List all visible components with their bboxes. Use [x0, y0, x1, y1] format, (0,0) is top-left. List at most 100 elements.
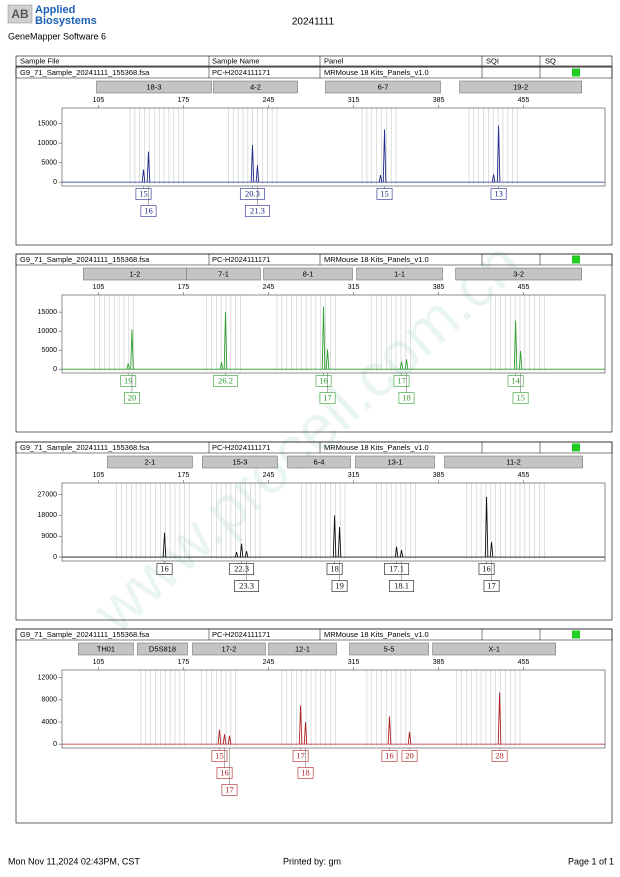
allele-box: [140, 205, 157, 217]
allele-box: [401, 750, 418, 762]
info-sample-name: PC-H2024111171: [212, 255, 270, 264]
peak: [489, 541, 494, 558]
marker: [355, 455, 435, 469]
marker-label: 6-7: [378, 82, 389, 91]
x-tick-label: 105: [93, 97, 105, 104]
marker-label: 7-1: [218, 269, 229, 278]
x-tick-label: 105: [93, 472, 105, 479]
allele-box: [491, 750, 508, 762]
y-tick-label: 0: [53, 741, 57, 748]
allele-box: [483, 580, 500, 592]
allele-box: [315, 375, 332, 387]
allele-label: 17: [296, 750, 305, 760]
x-tick-label: 385: [433, 97, 445, 104]
page-number: Page 1 of 1: [568, 856, 614, 866]
allele-label: 18: [402, 392, 411, 402]
x-tick-label: 385: [433, 472, 445, 479]
allele-box: [393, 375, 410, 387]
marker: [349, 642, 429, 656]
peak: [303, 721, 308, 745]
x-tick-label: 175: [178, 472, 190, 479]
allele-box: [507, 375, 524, 387]
marker-label: 6-4: [314, 457, 325, 466]
allele-box: [234, 580, 260, 592]
column-header: SQI: [486, 56, 499, 65]
peak: [227, 735, 232, 745]
peak: [255, 165, 260, 183]
panel: [15, 66, 613, 246]
marker-label: 1-1: [394, 269, 405, 278]
x-tick-label: 245: [263, 659, 275, 666]
peak: [399, 550, 404, 558]
x-tick-label: 175: [178, 284, 190, 291]
allele-box: [216, 767, 233, 779]
allele-box: [239, 188, 265, 200]
info-panel: MRMouse 18 Kits_Panels_v1.0: [324, 255, 429, 264]
info-panel: MRMouse 18 Kits_Panels_v1.0: [324, 68, 429, 77]
plot-area: [61, 107, 606, 187]
allele-box: [326, 563, 343, 575]
plot-area: [61, 294, 606, 374]
allele-label: 15: [516, 392, 525, 402]
logo-box: [7, 4, 33, 24]
marker-label: 15-3: [232, 457, 247, 466]
allele-box: [156, 563, 173, 575]
y-tick-label: 10000: [38, 328, 58, 335]
y-tick-label: 5000: [41, 159, 57, 166]
peak: [387, 716, 392, 745]
allele-label: 20: [405, 750, 414, 760]
x-tick-label: 315: [348, 284, 360, 291]
allele-label: 17: [323, 392, 332, 402]
table-header: [15, 55, 613, 67]
peak: [496, 125, 501, 183]
allele-label: 16: [220, 767, 229, 777]
allele-box: [229, 563, 255, 575]
x-tick-label: 245: [263, 97, 275, 104]
marker-label: 8-1: [303, 269, 314, 278]
peak: [394, 546, 399, 558]
info-panel: MRMouse 18 Kits_Panels_v1.0: [324, 443, 429, 452]
allele-box: [213, 375, 239, 387]
marker-label: 17-2: [221, 644, 236, 653]
peak: [223, 312, 228, 370]
allele-label: 16: [160, 563, 169, 573]
quality-flag: [572, 443, 580, 452]
x-tick-label: 455: [518, 659, 530, 666]
allele-label: 14: [511, 375, 520, 385]
peak: [497, 692, 502, 745]
report-date: 20241111: [292, 17, 335, 28]
marker: [325, 80, 441, 94]
peak: [298, 705, 303, 745]
printed-at: Mon Nov 11,2024 02:43PM, CST: [8, 856, 140, 866]
x-tick-label: 175: [178, 659, 190, 666]
peak: [239, 543, 244, 558]
allele-label: 18.1: [394, 580, 409, 590]
allele-box: [120, 375, 137, 387]
y-tick-label: 0: [53, 179, 57, 186]
x-tick-label: 175: [178, 97, 190, 104]
info-row: [15, 66, 613, 79]
software: GeneMapper Software 6: [8, 31, 106, 41]
marker-label: X-1: [488, 644, 500, 653]
marker: [137, 642, 188, 656]
peak: [321, 306, 326, 370]
column-header: Sample Name: [212, 56, 260, 65]
peak: [217, 729, 222, 745]
printed-by: Printed by: gm: [283, 856, 341, 866]
allele-label: 23.3: [239, 580, 254, 590]
marker: [202, 455, 278, 469]
marker-label: 4-2: [250, 82, 261, 91]
allele-label: 22.3: [234, 563, 249, 573]
marker-label: 18-3: [147, 82, 162, 91]
peak: [222, 734, 227, 745]
y-tick-label: 10000: [38, 140, 58, 147]
peak: [130, 329, 134, 370]
allele-label: 16: [144, 205, 153, 215]
x-tick-label: 455: [518, 284, 530, 291]
allele-box: [319, 392, 336, 404]
quality-flag: [572, 630, 580, 639]
marker-label: 3-2: [513, 269, 524, 278]
allele-label: 19: [124, 375, 133, 385]
peak: [234, 551, 239, 558]
